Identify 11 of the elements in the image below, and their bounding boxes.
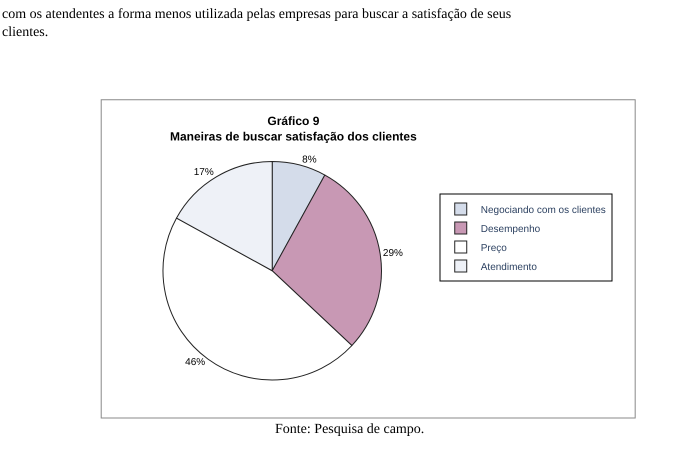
data-label: 46%	[185, 357, 206, 368]
source-note: Fonte: Pesquisa de campo.	[275, 422, 424, 437]
text: com os atendentes a forma menos utilizada pelas empresas para buscar a satisfação de seus clientes.	[2, 7, 512, 40]
legend-label: Atendimento	[480, 262, 538, 273]
legend-label: Preço	[480, 242, 508, 254]
data-label: 29%	[382, 248, 403, 260]
legend-label: Desempenho	[480, 224, 541, 235]
chart-title: Gráfico 9 Maneiras de buscar satisfação dos clientes	[170, 114, 418, 144]
data-label: 17%	[194, 167, 214, 178]
data-label: 8%	[302, 154, 317, 166]
legend-label: Negociando com os clientes	[480, 204, 606, 216]
